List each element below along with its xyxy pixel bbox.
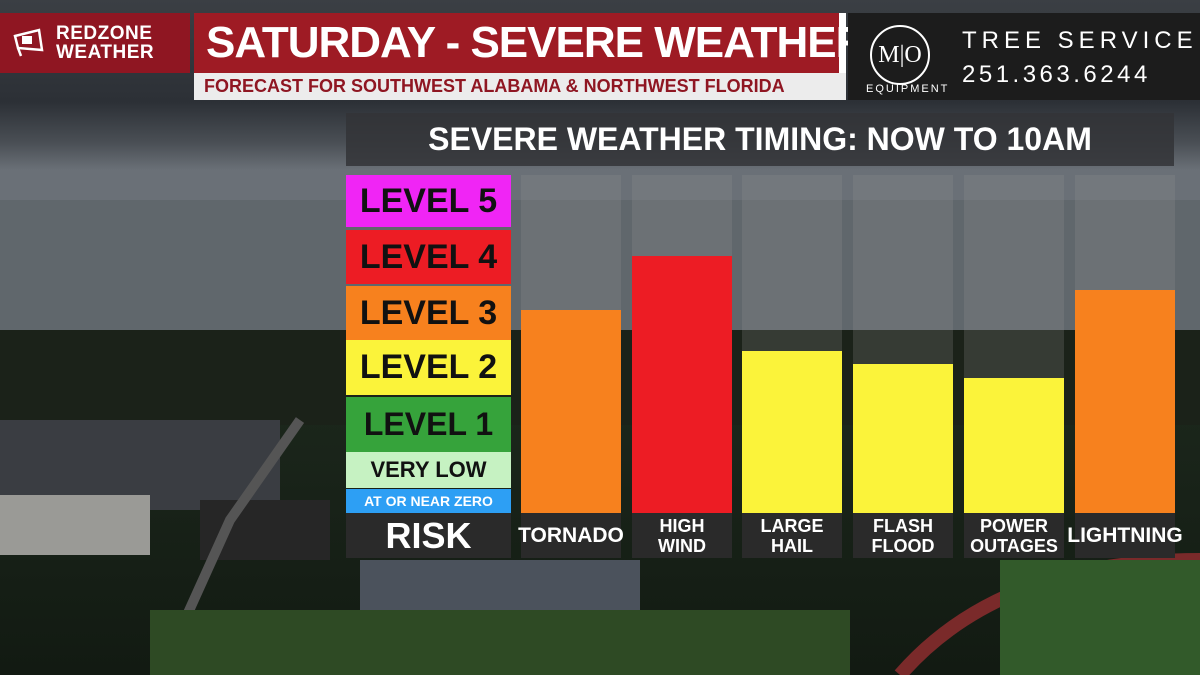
level-at-or-near-zero: AT OR NEAR ZERO	[346, 489, 511, 513]
category-label: TORNADO	[518, 513, 624, 558]
megaphone-icon	[13, 28, 44, 57]
category-label: HIGH WIND	[632, 513, 732, 558]
level-level-1: LEVEL 1	[346, 397, 511, 452]
brand-line-1: REDZONE	[56, 23, 153, 44]
category-label-text: POWER OUTAGES	[970, 515, 1058, 556]
bar-flash-flood	[853, 364, 953, 513]
level-very-low: VERY LOW	[346, 452, 511, 488]
category-label: POWER OUTAGES	[964, 513, 1064, 558]
level-level-3: LEVEL 3	[346, 286, 511, 340]
category-label: LIGHTNING	[1067, 513, 1183, 558]
bar-tornado	[521, 310, 621, 513]
redzone-weather-logo: REDZONE WEATHER	[0, 13, 190, 73]
bar-power-outages	[964, 378, 1064, 513]
risk-axis-label: RISK	[346, 513, 511, 558]
sponsor-box: M|O EQUIPMENT TREE SERVICE 251.363.6244	[848, 13, 1200, 100]
bar-lightning	[1075, 290, 1175, 513]
bar-high-wind	[632, 256, 732, 513]
category-label-text: LARGE HAIL	[760, 515, 824, 556]
category-label: LARGE HAIL	[742, 513, 842, 558]
sponsor-logo: M|O	[870, 25, 930, 85]
category-label-text: LIGHTNING	[1067, 523, 1183, 547]
category-label-text: FLASH FLOOD	[871, 515, 935, 556]
brand-text: REDZONE WEATHER	[56, 24, 154, 62]
sponsor-logo-sub: EQUIPMENT	[866, 83, 950, 95]
category-label-text: HIGH WIND	[658, 515, 706, 556]
sponsor-phone: 251.363.6244	[962, 61, 1151, 88]
level-level-5: LEVEL 5	[346, 175, 511, 227]
page-title: SATURDAY - SEVERE WEATHER RISK	[194, 13, 980, 73]
level-level-4: LEVEL 4	[346, 230, 511, 284]
category-label-text: TORNADO	[518, 523, 624, 547]
level-level-2: LEVEL 2	[346, 340, 511, 395]
title-bar: SATURDAY - SEVERE WEATHER RISK	[194, 13, 980, 73]
category-label: FLASH FLOOD	[853, 513, 953, 558]
forecast-subtitle: FORECAST FOR SOUTHWEST ALABAMA & NORTHWE…	[194, 73, 846, 100]
chart-title: SEVERE WEATHER TIMING: NOW TO 10AM	[346, 113, 1174, 166]
brand-line-2: WEATHER	[56, 42, 155, 63]
sponsor-name: TREE SERVICE	[962, 27, 1198, 54]
bar-large-hail	[742, 351, 842, 513]
